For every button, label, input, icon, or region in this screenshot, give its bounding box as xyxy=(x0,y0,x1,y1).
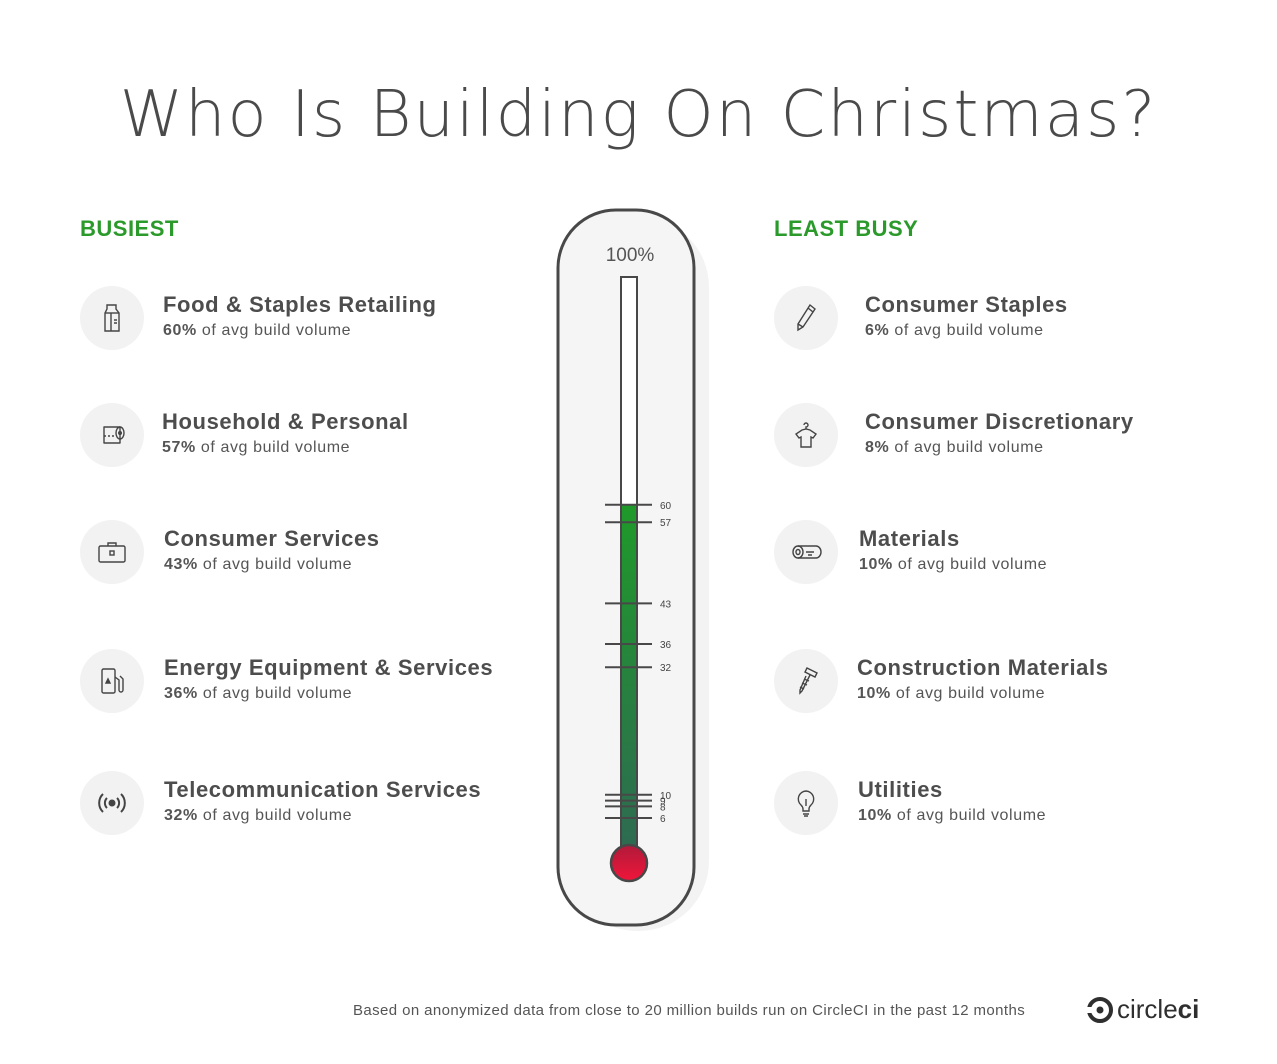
shirt-hanger-icon xyxy=(774,403,838,467)
pencil-icon xyxy=(774,286,838,350)
logo-text-circle: circle xyxy=(1117,994,1178,1024)
thermometer-tick-label: 8 xyxy=(660,802,666,813)
circleci-logo-icon xyxy=(1087,997,1113,1023)
signal-broadcast-icon xyxy=(80,771,144,835)
thermometer-tick-label: 10 xyxy=(660,791,672,802)
thermometer-top-label: 100% xyxy=(606,245,655,266)
busiest-heading: BUSIEST xyxy=(80,216,179,241)
thermometer-tick-label: 43 xyxy=(660,599,672,610)
lightbulb-icon xyxy=(774,771,838,835)
thermometer-tick-label: 32 xyxy=(660,663,672,674)
mercury-fill xyxy=(622,504,636,855)
footer-note: Based on anonymized data from close to 2… xyxy=(353,1002,1026,1019)
thermometer-bulb xyxy=(609,843,649,883)
page-title: Who Is Building On Christmas? xyxy=(119,78,1158,152)
thermometer-tick-label: 6 xyxy=(660,814,666,825)
screw-icon xyxy=(774,649,838,713)
briefcase-icon xyxy=(80,520,144,584)
log-icon xyxy=(774,520,838,584)
least-busy-heading: LEAST BUSY xyxy=(774,216,919,241)
thermometer-tick-label: 9 xyxy=(660,797,666,808)
fuel-pump-icon xyxy=(80,649,144,713)
thermometer-tick-label: 36 xyxy=(660,640,672,651)
logo-text-ci: ci xyxy=(1177,994,1200,1024)
thermometer-tick-label: 57 xyxy=(660,518,672,529)
toilet-paper-icon xyxy=(80,403,144,467)
milk-carton-icon xyxy=(80,286,144,350)
thermometer-tick-label: 60 xyxy=(660,501,672,512)
